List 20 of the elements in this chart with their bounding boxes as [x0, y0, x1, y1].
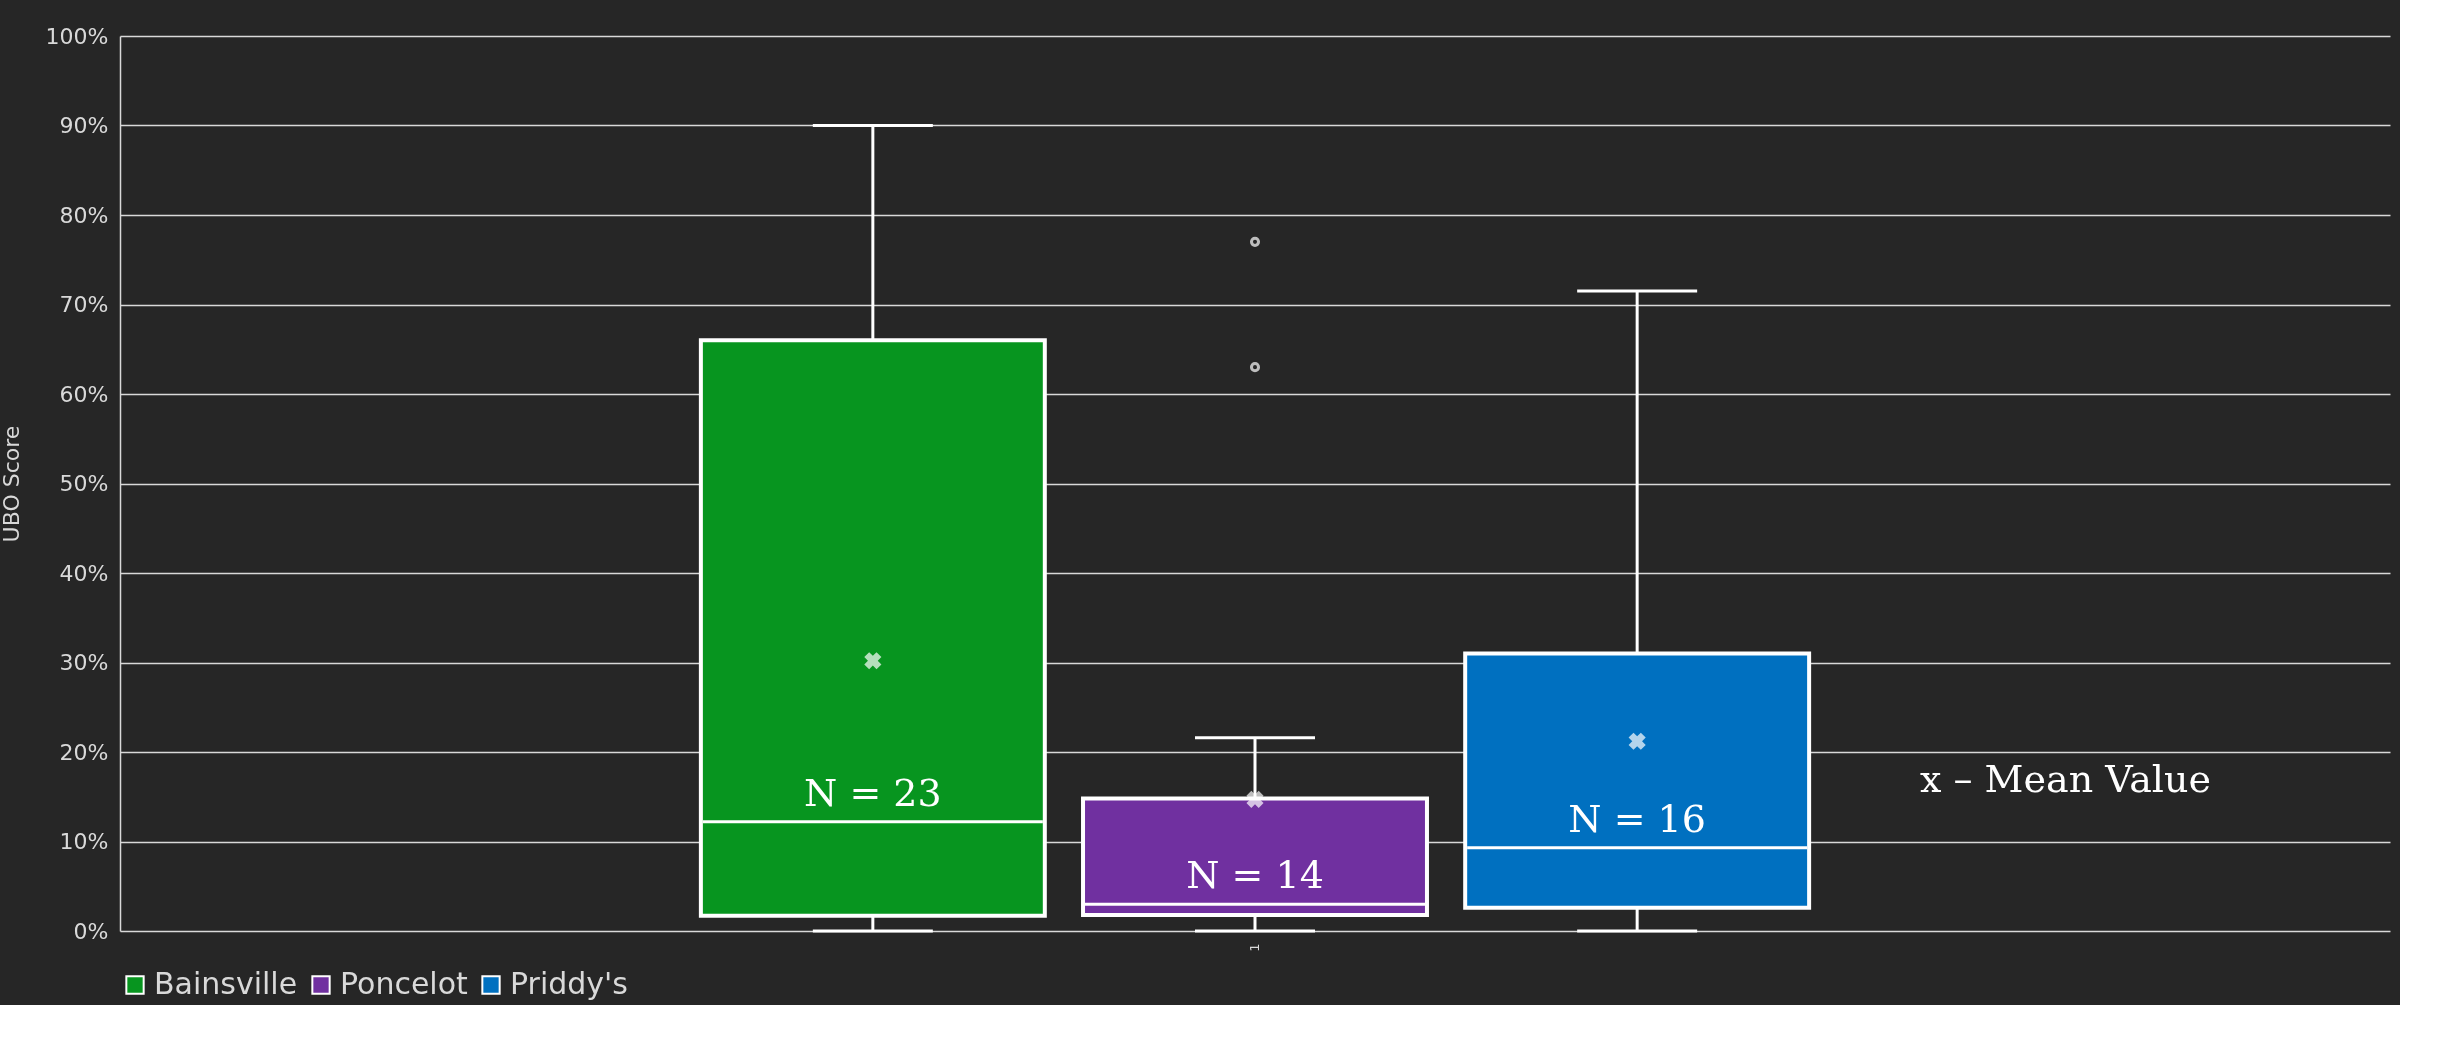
y-tick-label: 10% — [59, 829, 109, 854]
legend-label: Priddy's — [510, 966, 628, 1001]
y-tick-label: 90% — [59, 113, 109, 138]
y-tick-label: 0% — [73, 918, 109, 944]
y-tick-label: 40% — [59, 560, 109, 586]
y-tick-label: 30% — [59, 650, 109, 675]
annotation: x – Mean Value — [1920, 757, 2211, 801]
y-tick-label: 70% — [59, 292, 109, 317]
legend-label: Poncelot — [340, 966, 469, 1001]
annotation: N = 23 — [804, 770, 942, 815]
annotation: N = 14 — [1186, 853, 1324, 898]
y-tick-label: 20% — [59, 739, 109, 765]
y-tick-label: 80% — [59, 202, 109, 228]
y-axis-title: UBO Score — [0, 425, 24, 543]
annotation: N = 16 — [1568, 796, 1706, 841]
y-tick-label: 60% — [59, 381, 109, 407]
y-tick-label: 100% — [45, 23, 109, 49]
x-tick-label: 1 — [1247, 943, 1262, 952]
y-tick-label: 50% — [59, 471, 109, 496]
legend-label: Bainsville — [154, 966, 298, 1001]
